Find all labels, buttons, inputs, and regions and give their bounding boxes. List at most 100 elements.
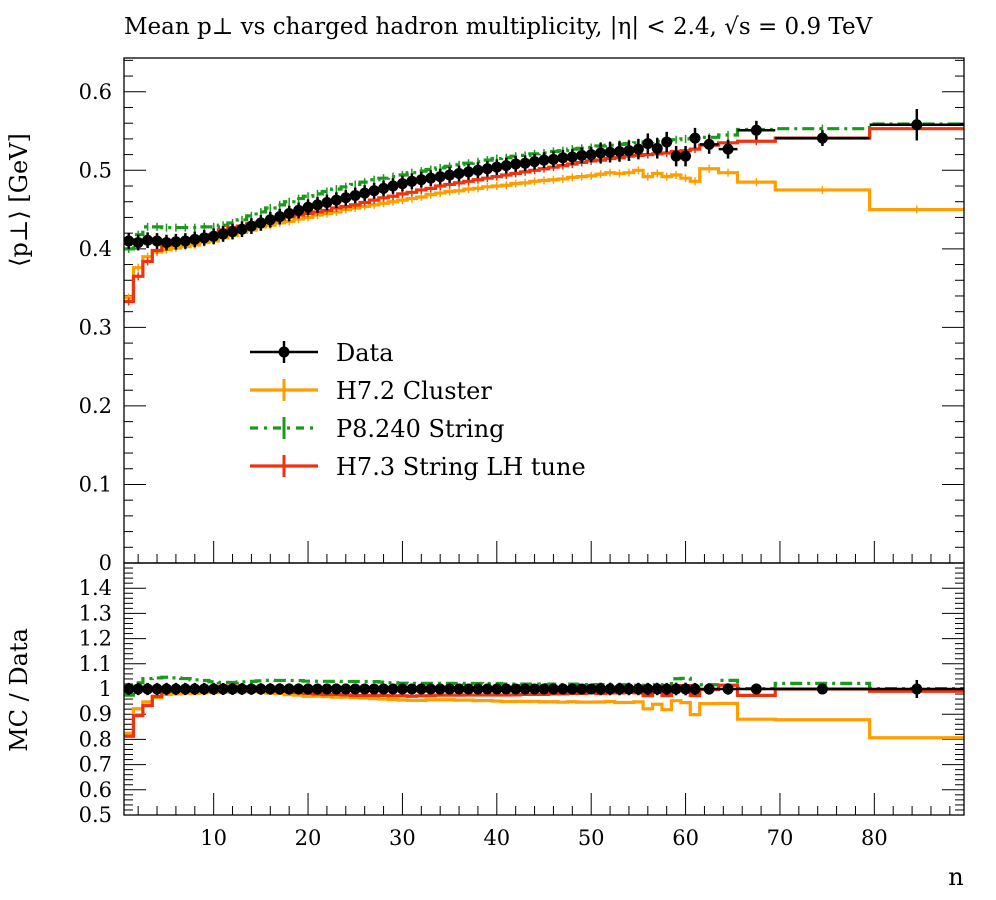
data-point	[472, 162, 484, 179]
ratio-data-point	[396, 683, 408, 695]
data-point	[330, 192, 342, 209]
data-marker	[462, 166, 474, 178]
data-marker	[623, 145, 635, 157]
data-marker	[396, 178, 408, 190]
ratio-series	[124, 675, 964, 740]
ratio-data-marker	[132, 683, 144, 695]
ratio-data-marker	[434, 683, 446, 695]
legend-item-data: Data	[250, 339, 394, 367]
ratio-data-point	[160, 682, 172, 696]
ratio-data-marker	[425, 683, 437, 695]
data-point	[519, 155, 531, 172]
data-marker	[217, 228, 229, 240]
ratio-data-point	[179, 682, 191, 696]
ratio-data-marker	[670, 683, 682, 695]
data-point	[368, 182, 380, 199]
ratio-data-point	[425, 683, 437, 695]
ratio-data-point	[208, 682, 220, 696]
legend-item-h7-3-string-lh-tune: H7.3 String LH tune	[250, 453, 586, 481]
main-frame	[123, 57, 965, 564]
data-marker	[264, 214, 276, 226]
ratio-data-marker	[396, 683, 408, 695]
ratio-data-point	[869, 679, 964, 699]
data-marker	[481, 163, 493, 175]
ratio-data-marker	[510, 683, 522, 695]
ratio-data-point	[321, 683, 333, 695]
ratio-data-point	[680, 682, 692, 696]
ratio-data-point	[378, 683, 390, 695]
data-marker	[302, 201, 314, 213]
y-tick-label: 0.2	[79, 394, 112, 418]
ratio-data-marker	[245, 683, 257, 695]
data-point	[614, 141, 626, 162]
ratio-data-point	[387, 683, 399, 695]
ratio-data-marker	[661, 683, 673, 695]
data-marker	[227, 226, 239, 238]
ratio-data-marker	[462, 683, 474, 695]
data-marker	[434, 171, 446, 183]
ratio-data-marker	[406, 683, 418, 695]
ratio-data-point	[519, 683, 531, 695]
ratio-data-point	[170, 682, 182, 696]
data-marker	[595, 147, 607, 159]
data-marker	[274, 211, 286, 223]
data-marker	[576, 149, 588, 161]
data-marker	[529, 156, 541, 168]
data-point	[179, 233, 191, 249]
ratio-data-point	[529, 683, 541, 695]
data-marker	[519, 157, 531, 169]
data-point	[425, 170, 437, 187]
data-point	[604, 142, 616, 163]
ratio-data-point	[576, 683, 588, 695]
ratio-data-point	[604, 682, 616, 696]
chart-title: Mean p⊥ vs charged hadron multiplicity, …	[124, 14, 873, 40]
ratio-y-tick-label: 0.9	[79, 702, 112, 726]
data-point	[585, 146, 597, 163]
data-point	[651, 138, 663, 159]
ratio-data-point	[595, 682, 607, 696]
legend: Data H7.2 Cluster P8.240 String H7.3 String…	[250, 339, 586, 481]
ratio-data-marker	[632, 683, 644, 695]
data-marker	[378, 182, 390, 194]
ratio-data-marker	[311, 683, 323, 695]
ratio-data-marker	[151, 683, 163, 695]
data-point	[255, 215, 267, 231]
ratio-data-point	[453, 683, 465, 695]
y-tick-label: 0.5	[79, 158, 112, 182]
ratio-data-point	[689, 682, 701, 696]
data-point	[689, 127, 701, 149]
data-marker	[179, 235, 191, 247]
y-tick-label: 0.3	[79, 315, 112, 339]
ratio-data-point	[198, 682, 210, 696]
data-point	[189, 231, 201, 248]
data-point	[198, 229, 210, 246]
ratio-data-point	[406, 683, 418, 695]
ratio-data-point	[340, 683, 352, 695]
ratio-data-marker	[557, 683, 569, 695]
data-marker	[604, 146, 616, 158]
data-marker	[670, 150, 682, 162]
legend-label: Data	[336, 339, 394, 367]
ratio-data-marker	[340, 683, 352, 695]
data-marker	[680, 150, 692, 162]
ratio-data-marker	[500, 683, 512, 695]
data-marker	[425, 172, 437, 184]
ratio-data-marker	[585, 683, 597, 695]
ratio-data-point	[632, 682, 644, 696]
ratio-data-marker	[264, 683, 276, 695]
ratio-data-marker	[349, 683, 361, 695]
ratio-data-point	[255, 683, 267, 695]
data-point	[566, 149, 578, 165]
ratio-data-point	[274, 683, 286, 695]
data-marker	[557, 152, 569, 164]
data-marker	[387, 180, 399, 192]
data-marker	[453, 167, 465, 179]
ratio-h7-2-cluster-line	[124, 689, 964, 740]
legend-label: H7.2 Cluster	[336, 377, 492, 405]
data-marker	[255, 217, 267, 229]
ratio-plot	[124, 675, 964, 740]
data-point	[217, 226, 229, 242]
ratio-data-marker	[576, 683, 588, 695]
ratio-data-marker	[529, 683, 541, 695]
